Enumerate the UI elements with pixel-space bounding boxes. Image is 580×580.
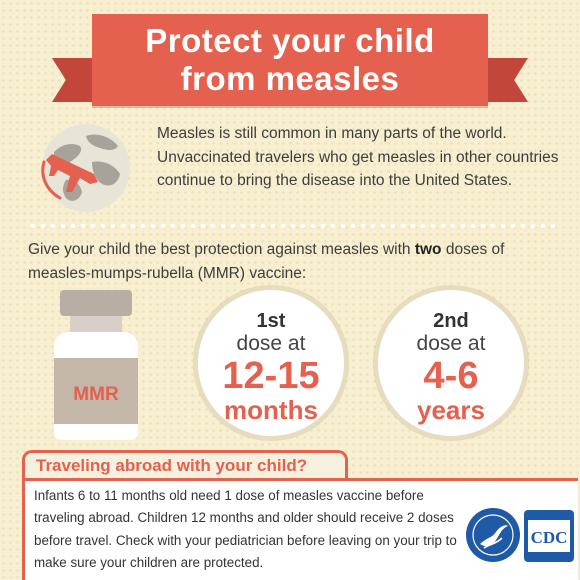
title-ribbon: Protect your child from measles	[92, 14, 488, 106]
vaccine-recommendation-text: Give your child the best protection agai…	[28, 238, 568, 286]
dose-age-unit: months	[224, 395, 318, 425]
page-title-line-2: from measles	[180, 60, 400, 97]
vaccine-text-start: Give your child the best protection agai…	[28, 241, 415, 258]
dose-label: dose at	[416, 332, 486, 355]
banner-fold-right	[482, 58, 528, 102]
vaccine-text-end: doses of measles-mumps-rubella (MMR) vac…	[28, 241, 505, 282]
agency-logos: CDC	[466, 508, 576, 566]
vial-label: MMR	[73, 384, 119, 405]
dose-label: dose at	[236, 332, 306, 355]
dose-age-range: 12-15	[222, 355, 320, 397]
title-banner: Protect your child from measles	[0, 0, 580, 112]
dose-ordinal: 2nd	[433, 310, 469, 332]
intro-text: Measles is still common in many parts of…	[157, 125, 559, 189]
cdc-logo-text: CDC	[531, 528, 568, 547]
dose-age-range: 4-6	[423, 355, 479, 397]
cdc-logo-mark: CDC	[528, 520, 570, 552]
dose-circle-first: 1st dose at 12-15 months	[194, 286, 348, 440]
travel-text: Infants 6 to 11 months old need 1 dose o…	[34, 488, 457, 571]
dose-ordinal: 1st	[256, 310, 286, 332]
travel-heading: Traveling abroad with your child?	[36, 456, 308, 475]
cdc-logo: CDC	[524, 510, 574, 562]
travel-tab	[22, 450, 348, 480]
dotted-divider	[28, 224, 558, 228]
hhs-seal-icon	[466, 508, 520, 562]
globe-airplane-icon	[41, 124, 130, 212]
vaccine-vial-icon: MMR	[54, 290, 138, 440]
dose-age-unit: years	[417, 395, 485, 425]
page-title-line-1: Protect your child	[145, 22, 435, 59]
dose-circle-second: 2nd dose at 4-6 years	[374, 286, 528, 440]
vaccine-text-emphasis: two	[414, 241, 442, 258]
